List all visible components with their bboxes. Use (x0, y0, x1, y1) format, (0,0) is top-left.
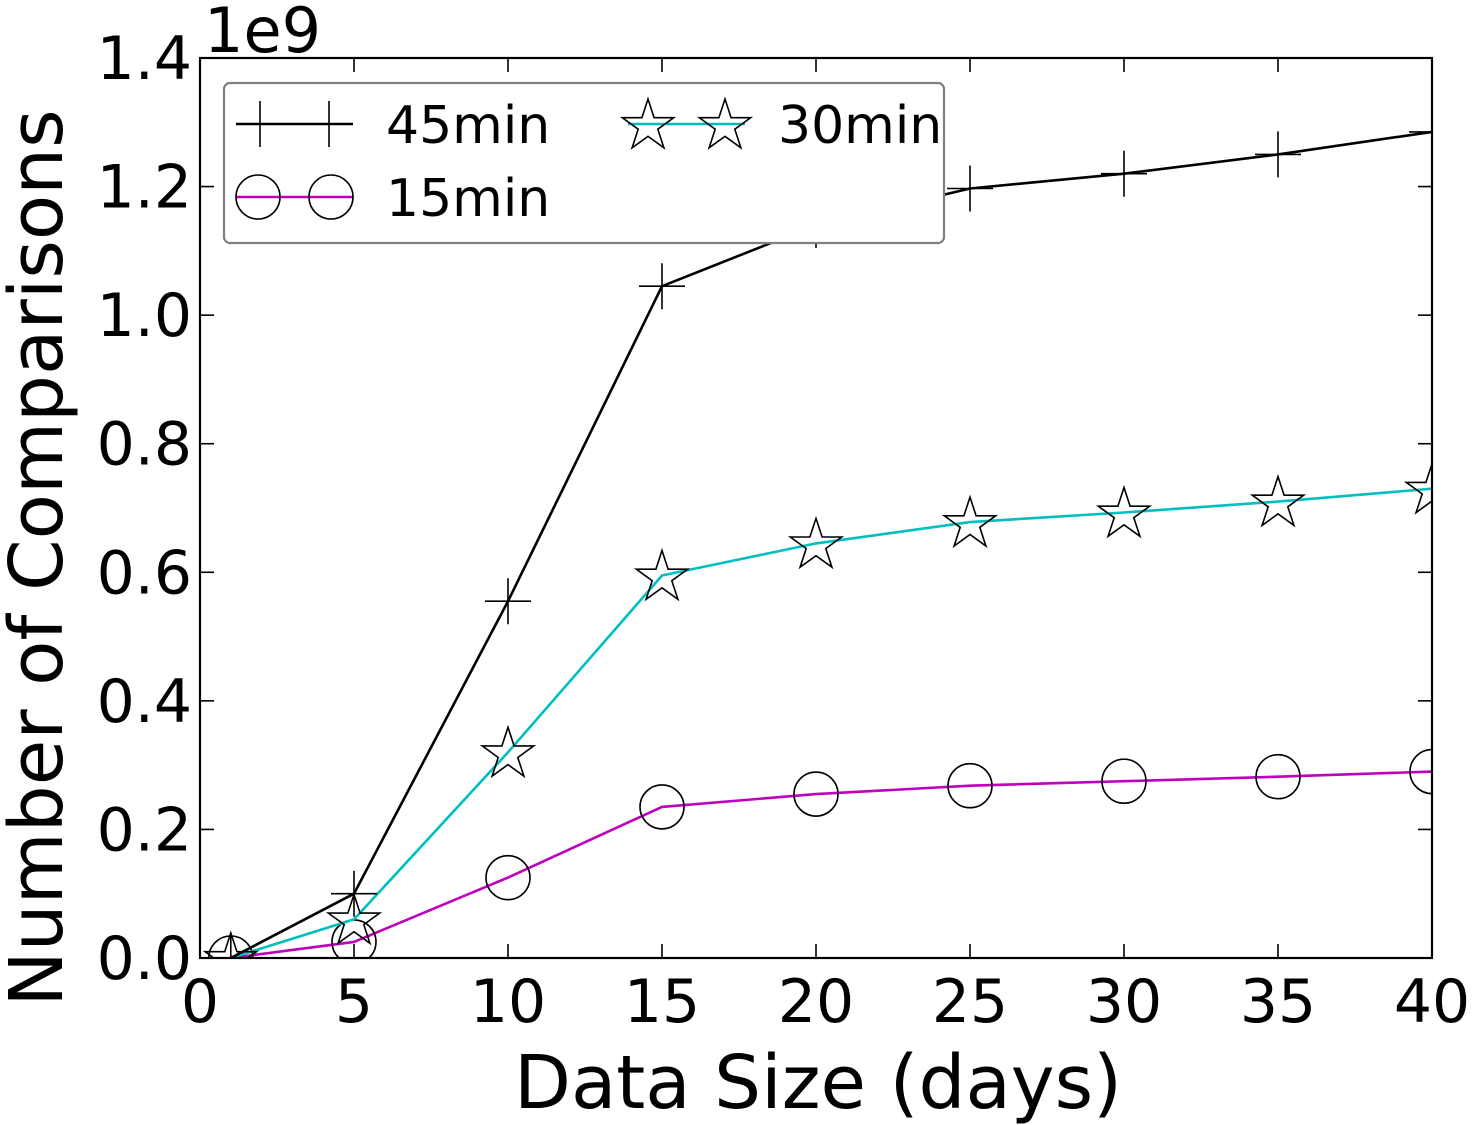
y-tick-label-4: 0.8 (97, 410, 192, 480)
x-tick-label-1: 5 (335, 967, 373, 1037)
y-tick-label-7: 1.4 (97, 24, 192, 94)
legend-label-45min: 45min (386, 96, 550, 156)
y-multiplier-label: 1e9 (204, 0, 321, 67)
point-30min-4 (787, 515, 845, 570)
y-tick-label-6: 1.2 (97, 153, 192, 223)
legend: 45min 30min 15min (222, 81, 946, 245)
x-tick-label-7: 35 (1240, 967, 1316, 1037)
point-45min-0 (207, 935, 254, 958)
legend-label-30min: 30min (778, 96, 942, 156)
point-15min-5 (947, 762, 993, 809)
x-tick-label-5: 25 (932, 967, 1008, 1037)
legend-item-15min: 15min (235, 169, 550, 229)
x-tick-label-8: 40 (1394, 967, 1470, 1037)
point-45min-2 (485, 578, 531, 625)
y-tick-label-1: 0.2 (97, 795, 192, 865)
y-tick-label-3: 0.6 (97, 538, 192, 608)
y-tick-label-5: 1.0 (97, 281, 192, 351)
point-30min-5 (941, 494, 999, 549)
point-15min-7 (1255, 753, 1301, 800)
series-30min (202, 461, 1432, 958)
x-tick-label-3: 15 (624, 967, 700, 1037)
point-30min-1 (325, 891, 383, 946)
point-15min-6 (1101, 758, 1147, 805)
x-axis-label: Data Size (days) (514, 1040, 1122, 1125)
x-tick-label-0: 0 (181, 967, 219, 1037)
legend-marker-45min-b (306, 101, 352, 147)
point-15min-3 (639, 784, 685, 830)
legend-marker-45min-a (237, 101, 283, 147)
point-15min-4 (793, 771, 839, 817)
y-tick-label-2: 0.4 (97, 667, 192, 737)
point-45min-3 (639, 263, 685, 310)
legend-item-45min: 45min (236, 96, 550, 156)
legend-marker-15min-b (308, 174, 354, 220)
point-30min-6 (1095, 484, 1153, 539)
point-30min-8 (1403, 461, 1432, 515)
legend-frame (222, 81, 946, 245)
y-axis-label: Number of Comparisons (0, 109, 80, 1006)
point-45min-5 (947, 165, 993, 212)
series-line-30min (230, 487, 1432, 958)
legend-label-15min: 15min (386, 169, 550, 229)
point-15min-8 (1409, 748, 1432, 795)
x-tick-label-4: 20 (778, 967, 854, 1037)
point-30min-3 (633, 547, 691, 602)
x-tick-label-6: 30 (1086, 967, 1162, 1037)
point-45min-7 (1255, 131, 1301, 178)
point-15min-2 (485, 854, 531, 901)
series-15min (208, 748, 1432, 958)
series-line-15min (230, 770, 1432, 958)
legend-marker-30min-a (619, 96, 677, 150)
legend-marker-15min-a (235, 174, 281, 220)
point-30min-0 (202, 930, 259, 958)
x-tick-label-2: 10 (470, 967, 546, 1037)
point-45min-1 (331, 870, 377, 917)
legend-marker-30min-b (696, 96, 754, 150)
legend-item-30min: 30min (619, 96, 942, 156)
y-tick-label-0: 0.0 (97, 924, 192, 994)
point-30min-2 (479, 724, 537, 779)
point-45min-6 (1101, 150, 1147, 197)
point-45min-8 (1409, 108, 1432, 155)
point-30min-7 (1249, 474, 1307, 528)
